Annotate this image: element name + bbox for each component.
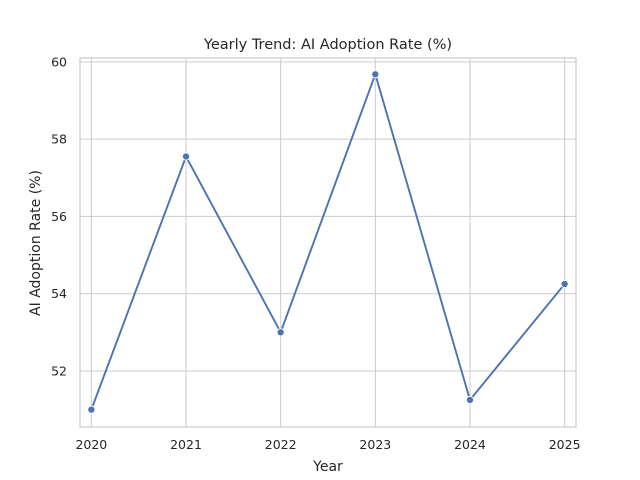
x-tick-label: 2022 [265, 437, 297, 452]
data-point [276, 328, 285, 337]
series-line [90, 73, 566, 411]
x-tick-label: 2025 [549, 437, 581, 452]
chart-title: Yearly Trend: AI Adoption Rate (%) [203, 37, 452, 53]
tick-labels: 2020 2021 2022 2023 2024 2025 52 54 56 58 60 [51, 54, 580, 452]
y-tick-label: 54 [51, 286, 67, 301]
data-point [465, 395, 475, 405]
y-tick-label: 58 [51, 132, 67, 147]
y-tick-label: 60 [51, 54, 67, 69]
data-point [181, 152, 191, 161]
series-layer [87, 70, 569, 414]
grid [80, 58, 576, 427]
x-tick-label: 2020 [75, 437, 107, 452]
y-tick-label: 56 [51, 209, 67, 224]
x-tick-label: 2024 [454, 437, 486, 452]
data-point [371, 70, 380, 79]
y-axis-title: AI Adoption Rate (%) [28, 170, 44, 316]
x-tick-label: 2021 [170, 437, 202, 452]
x-axis-title: Year [312, 459, 343, 475]
plot-frame [79, 57, 577, 428]
x-tick-label: 2023 [359, 437, 391, 452]
y-tick-label: 52 [51, 363, 67, 378]
data-point [560, 279, 569, 289]
data-point [87, 405, 96, 414]
